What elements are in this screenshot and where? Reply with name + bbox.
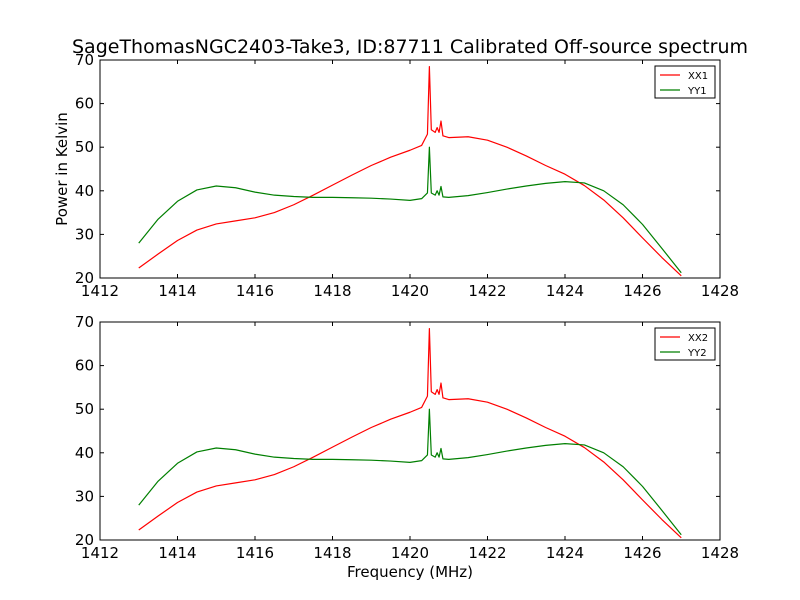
series-line-xx1 [138,65,682,277]
x-tick-label: 1422 [468,282,506,300]
legend-box [654,327,716,361]
y-tick-label: 20 [75,269,94,287]
y-axis-label: Power in Kelvin [53,112,71,226]
y-tick-label: 60 [75,357,94,375]
x-tick-label: 1418 [313,282,351,300]
y-tick-label: 70 [75,51,94,69]
y-tick-label: 40 [75,182,94,200]
legend-label-yy2: YY2 [687,348,707,359]
x-tick-label: 1418 [313,544,351,562]
y-tick-label: 70 [75,313,94,331]
legend-label-xx1: XX1 [688,71,708,82]
y-tick-label: 30 [75,487,94,505]
x-tick-label: 1416 [236,282,274,300]
x-tick-label: 1424 [546,282,584,300]
legend-label-yy1: YY1 [687,86,707,97]
x-tick-label: 1412 [81,282,119,300]
x-tick-label: 1420 [391,544,429,562]
x-axis-label: Frequency (MHz) [347,563,473,581]
panel-top: 1412 1414 1416 1418 1420 1422 1424 1426 1428 20 30… [53,51,739,300]
x-tick-label: 1424 [546,544,584,562]
x-tick-label: 1426 [623,282,661,300]
x-tick-label: 1422 [468,544,506,562]
x-tick-label: 1420 [391,282,429,300]
series-line-yy2 [138,408,682,536]
chart-title: SageThomasNGC2403-Take3, ID:87711 Calibr… [72,36,748,58]
panel-bottom: 1412 1414 1416 1418 1420 1422 1424 1426 1428 20 30… [75,313,739,581]
x-tick-label: 1426 [623,544,661,562]
y-tick-label: 50 [75,138,94,156]
y-tick-label: 40 [75,444,94,462]
y-tick-label: 20 [75,531,94,549]
legend-box [654,65,716,99]
x-tick-label: 1416 [236,544,274,562]
y-tick-label: 50 [75,400,94,418]
legend-label-xx2: XX2 [688,333,708,344]
x-tick-label: 1428 [701,282,739,300]
y-tick-label: 60 [75,95,94,113]
x-tick-label: 1412 [81,544,119,562]
y-tick-label: 30 [75,225,94,243]
x-tick-label: 1428 [701,544,739,562]
x-tick-label: 1414 [158,544,196,562]
series-line-xx2 [138,327,682,539]
series-line-yy1 [138,146,682,274]
x-tick-label: 1414 [158,282,196,300]
